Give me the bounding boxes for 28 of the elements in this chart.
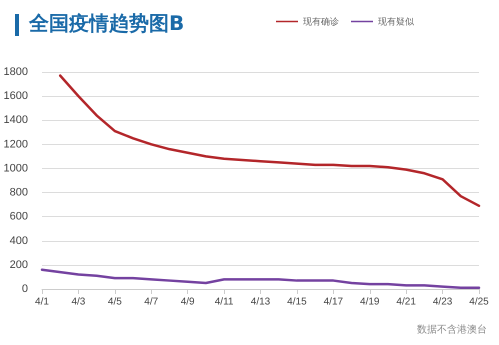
line-series xyxy=(58,74,480,208)
y-tick-label: 1200 xyxy=(4,138,28,150)
x-tick-label: 4/21 xyxy=(396,296,416,308)
legend-label: 现有疑似 xyxy=(378,16,414,26)
y-tick-label: 200 xyxy=(10,258,28,271)
y-tick-label: 1800 xyxy=(4,66,28,78)
legend-label: 现有确诊 xyxy=(303,16,339,26)
x-tick-label: 4/13 xyxy=(250,296,271,308)
y-tick-label: 1400 xyxy=(4,114,28,126)
x-tick-label: 4/15 xyxy=(287,296,308,308)
x-tick-label: 4/7 xyxy=(144,296,159,308)
y-tick-label: 600 xyxy=(10,210,28,223)
x-tick-label: 4/11 xyxy=(214,296,234,308)
y-tick-label: 1000 xyxy=(4,162,28,174)
y-tick-label: 1600 xyxy=(4,90,28,102)
text: 数据不含港澳台 xyxy=(417,324,487,336)
x-tick-label: 4/25 xyxy=(469,296,490,308)
y-tick-label: 0 xyxy=(22,283,28,295)
x-tick-label: 4/5 xyxy=(108,296,122,308)
x-tick-label: 4/3 xyxy=(71,296,86,308)
chart-title: 全国疫情趋势图B xyxy=(28,11,184,35)
x-tick-label: 4/17 xyxy=(324,296,344,308)
x-tick-label: 4/23 xyxy=(432,296,453,308)
x-tick-label: 4/9 xyxy=(180,296,196,308)
x-tick-label: 4/1 xyxy=(35,296,50,308)
y-tick-label: 400 xyxy=(10,234,28,247)
x-tick-label: 4/19 xyxy=(360,296,380,308)
y-tick-label: 800 xyxy=(10,186,28,199)
